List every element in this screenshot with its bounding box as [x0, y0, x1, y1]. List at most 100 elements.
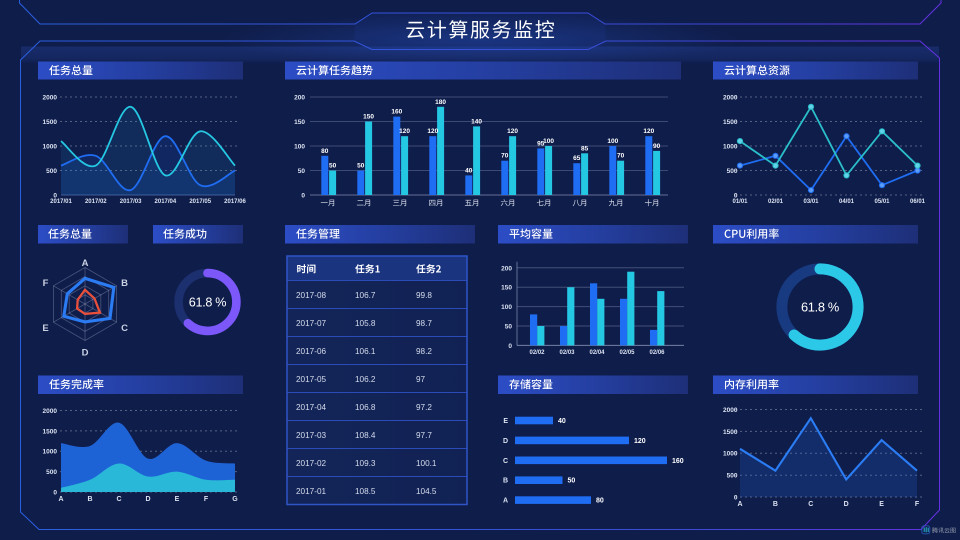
svg-text:100: 100 [607, 138, 618, 145]
svg-text:106.7: 106.7 [355, 291, 376, 300]
svg-text:95: 95 [537, 140, 545, 147]
svg-text:106.2: 106.2 [355, 375, 376, 384]
svg-text:1000: 1000 [43, 144, 58, 151]
svg-text:2017-06: 2017-06 [296, 347, 326, 356]
svg-text:200: 200 [294, 95, 305, 102]
svg-text:2017/04: 2017/04 [155, 199, 177, 205]
svg-text:0: 0 [301, 193, 305, 200]
svg-text:C: C [808, 501, 813, 508]
svg-text:98.2: 98.2 [416, 347, 432, 356]
svg-text:06/01: 06/01 [910, 199, 926, 205]
svg-text:03/01: 03/01 [803, 199, 819, 205]
svg-text:E: E [175, 496, 180, 503]
svg-text:A: A [737, 501, 742, 508]
svg-text:D: D [82, 348, 89, 359]
svg-text:120: 120 [634, 438, 646, 445]
svg-text:02/06: 02/06 [649, 350, 665, 356]
svg-text:B: B [121, 278, 128, 289]
svg-text:40: 40 [558, 418, 566, 425]
svg-text:A: A [58, 496, 63, 503]
svg-text:2000: 2000 [43, 408, 58, 415]
svg-text:80: 80 [321, 148, 329, 155]
svg-text:2017-02: 2017-02 [296, 459, 326, 468]
svg-text:2017/03: 2017/03 [120, 199, 142, 205]
svg-text:150: 150 [294, 119, 305, 126]
svg-text:0: 0 [53, 193, 57, 200]
svg-text:120: 120 [643, 128, 654, 135]
svg-text:160: 160 [672, 458, 684, 465]
svg-text:2017-08: 2017-08 [296, 291, 326, 300]
svg-text:2000: 2000 [723, 95, 738, 102]
svg-text:150: 150 [501, 285, 512, 292]
svg-text:A: A [503, 498, 508, 505]
svg-text:D: D [145, 496, 150, 503]
svg-text:F: F [204, 496, 209, 503]
svg-text:02/03: 02/03 [559, 350, 575, 356]
svg-text:97.2: 97.2 [416, 403, 432, 412]
svg-text:2017-05: 2017-05 [296, 375, 326, 384]
svg-text:0: 0 [734, 193, 738, 200]
svg-text:04/01: 04/01 [839, 199, 855, 205]
svg-text:104.5: 104.5 [416, 487, 437, 496]
svg-text:2017/01: 2017/01 [50, 199, 72, 205]
svg-text:65: 65 [573, 155, 581, 162]
svg-text:C: C [503, 458, 508, 465]
svg-text:120: 120 [399, 128, 410, 135]
svg-text:E: E [42, 323, 48, 334]
svg-text:2017/05: 2017/05 [189, 199, 211, 205]
svg-text:120: 120 [427, 128, 438, 135]
svg-text:0: 0 [734, 495, 738, 502]
svg-text:02/02: 02/02 [529, 350, 545, 356]
svg-text:B: B [773, 501, 778, 508]
svg-text:105.8: 105.8 [355, 319, 376, 328]
svg-text:A: A [82, 258, 89, 269]
svg-text:61.8 %: 61.8 % [801, 300, 839, 315]
svg-text:500: 500 [46, 469, 57, 476]
svg-text:106.8: 106.8 [355, 403, 376, 412]
svg-text:70: 70 [501, 153, 509, 160]
svg-text:100.1: 100.1 [416, 459, 437, 468]
svg-text:61.8 %: 61.8 % [189, 296, 227, 310]
svg-text:F: F [43, 278, 49, 289]
svg-text:180: 180 [435, 99, 446, 106]
svg-text:2000: 2000 [43, 95, 58, 102]
svg-text:0: 0 [53, 490, 57, 497]
svg-text:2017-04: 2017-04 [296, 403, 326, 412]
svg-text:1000: 1000 [723, 144, 738, 151]
svg-text:02/04: 02/04 [589, 350, 605, 356]
svg-text:D: D [503, 438, 508, 445]
svg-text:1500: 1500 [723, 119, 738, 126]
svg-text:1500: 1500 [43, 428, 58, 435]
svg-text:2017-03: 2017-03 [296, 431, 326, 440]
svg-text:85: 85 [581, 145, 589, 152]
svg-text:200: 200 [501, 265, 512, 272]
svg-text:80: 80 [596, 498, 604, 505]
svg-text:05/01: 05/01 [874, 199, 890, 205]
svg-text:100: 100 [501, 304, 512, 311]
svg-text:2000: 2000 [723, 407, 738, 414]
svg-text:02/05: 02/05 [619, 350, 635, 356]
svg-text:150: 150 [363, 114, 374, 121]
svg-text:1000: 1000 [723, 451, 738, 458]
svg-text:160: 160 [391, 109, 402, 116]
svg-text:B: B [503, 478, 508, 485]
svg-text:E: E [503, 418, 508, 425]
svg-text:B: B [87, 496, 92, 503]
svg-text:120: 120 [507, 128, 518, 135]
svg-text:2017-07: 2017-07 [296, 319, 326, 328]
svg-text:100: 100 [294, 144, 305, 151]
svg-text:C: C [116, 496, 121, 503]
svg-text:0: 0 [508, 343, 512, 350]
svg-text:50: 50 [357, 163, 365, 170]
svg-text:50: 50 [329, 163, 337, 170]
svg-text:500: 500 [727, 473, 738, 480]
svg-text:140: 140 [471, 118, 482, 125]
svg-text:1500: 1500 [723, 429, 738, 436]
svg-text:109.3: 109.3 [355, 459, 376, 468]
svg-text:99.8: 99.8 [416, 291, 432, 300]
svg-text:1000: 1000 [43, 449, 58, 456]
svg-text:500: 500 [727, 168, 738, 175]
svg-text:E: E [879, 501, 884, 508]
svg-text:108.4: 108.4 [355, 431, 376, 440]
svg-text:2017/06: 2017/06 [224, 199, 246, 205]
